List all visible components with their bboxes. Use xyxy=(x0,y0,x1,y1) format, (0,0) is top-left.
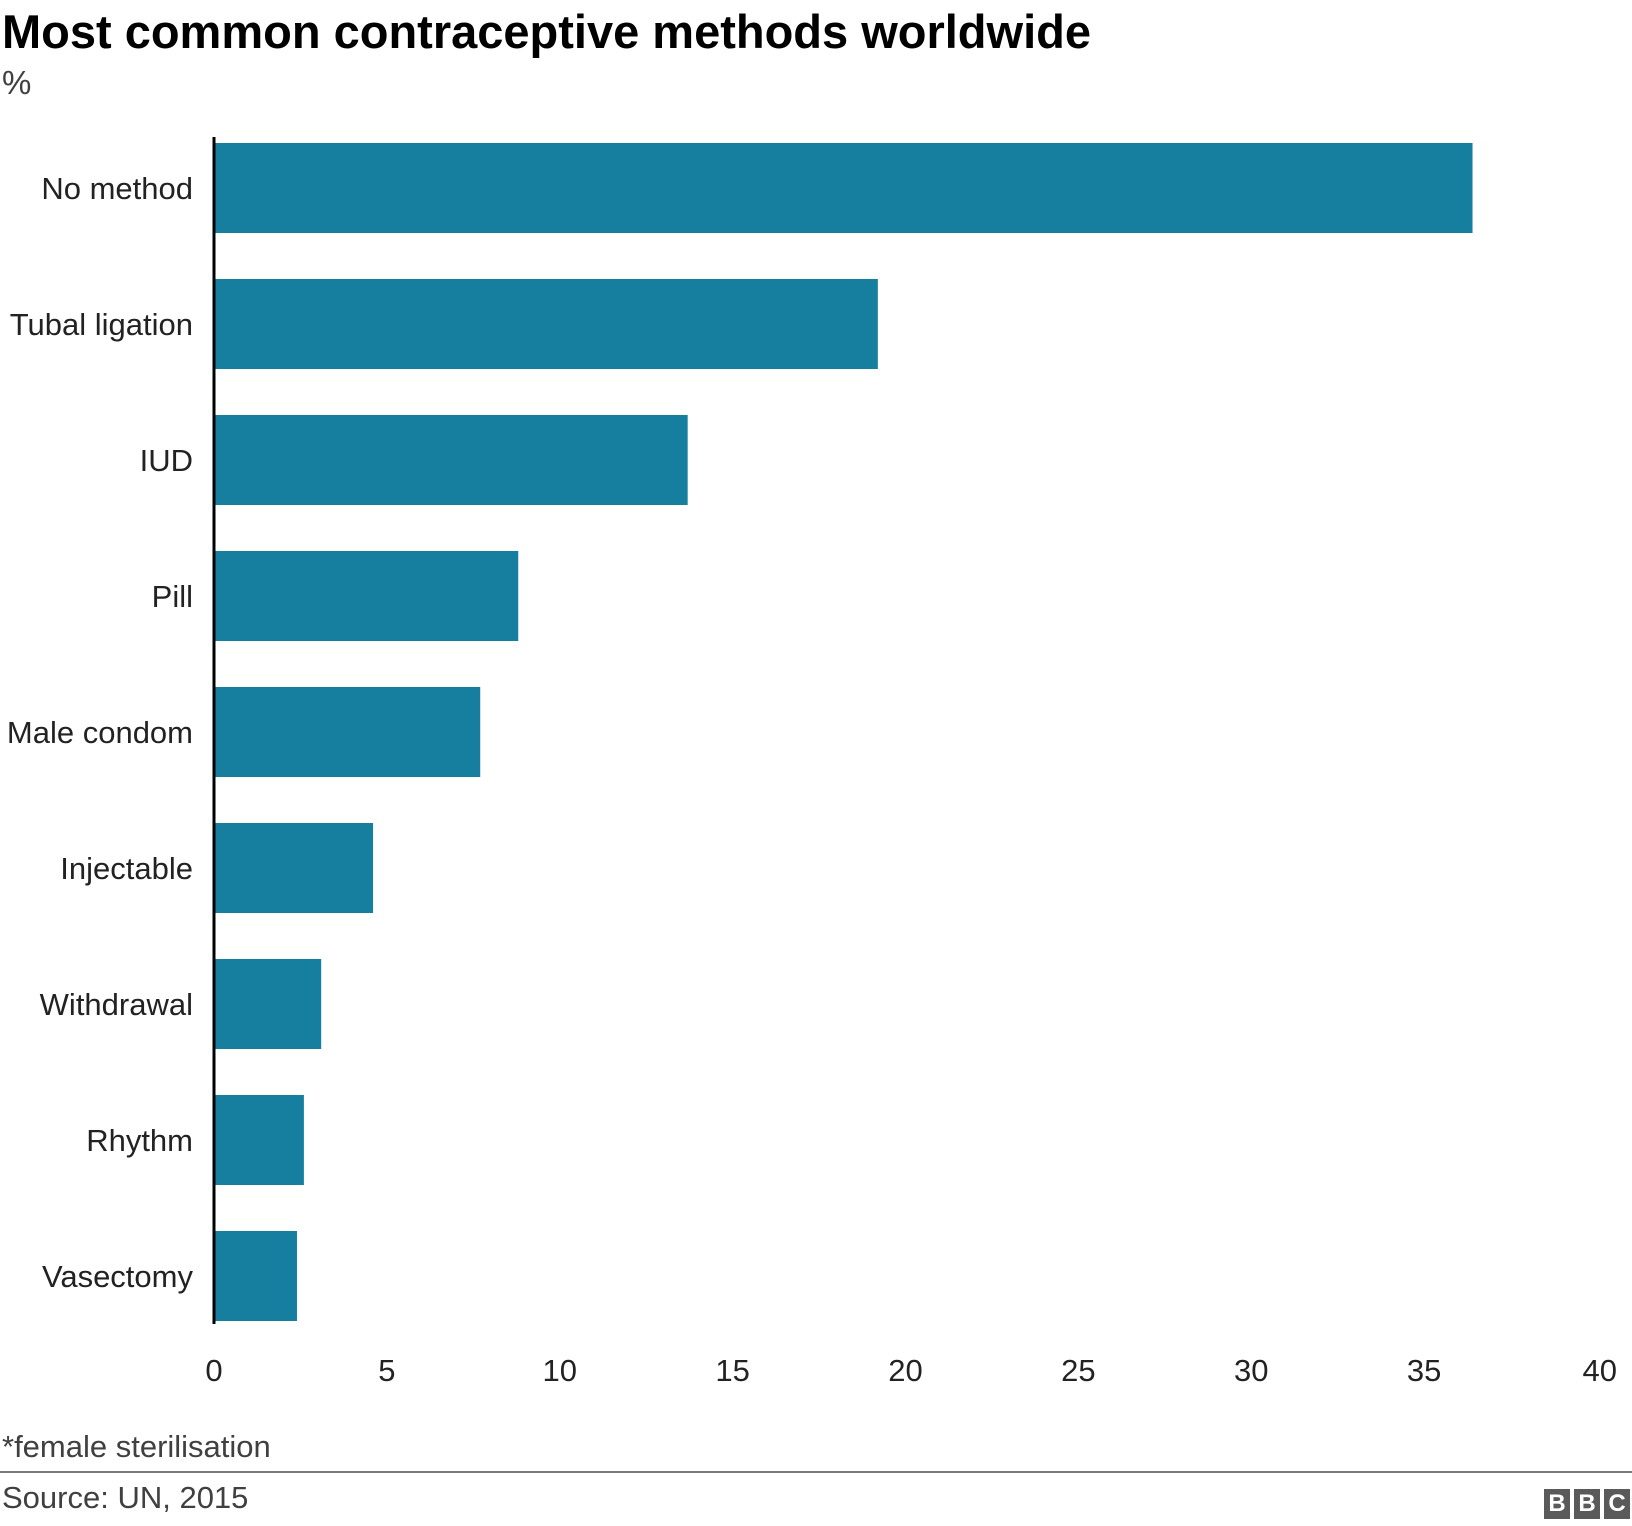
footer-divider xyxy=(0,1471,1632,1473)
x-tick-label: 25 xyxy=(1061,1353,1095,1388)
x-tick-label: 35 xyxy=(1407,1353,1441,1388)
bar xyxy=(214,415,688,505)
category-label: Tubal ligation xyxy=(10,307,193,342)
bar xyxy=(214,1231,297,1321)
category-label: Vasectomy xyxy=(42,1259,194,1294)
category-label: Injectable xyxy=(60,851,193,886)
x-tick-label: 20 xyxy=(888,1353,922,1388)
category-label: No method xyxy=(41,171,193,206)
x-tick-label: 10 xyxy=(543,1353,577,1388)
bar xyxy=(214,551,519,641)
x-tick-label: 40 xyxy=(1583,1353,1617,1388)
x-tick-label: 5 xyxy=(378,1353,395,1388)
bar-chart: No method Tubal ligation IUD Pill Male condo… xyxy=(7,137,1617,1388)
bar xyxy=(214,687,481,777)
bar xyxy=(214,279,878,369)
source-credit: Source: UN, 2015 xyxy=(2,1480,249,1515)
category-label: Withdrawal xyxy=(40,987,193,1022)
bbc-logo-letter: B xyxy=(1574,1489,1600,1519)
category-label: Rhythm xyxy=(86,1123,193,1158)
bar xyxy=(214,959,322,1049)
bbc-logo: B B C xyxy=(1544,1489,1630,1519)
chart-title: Most common contraceptive methods worldw… xyxy=(2,5,1091,58)
bbc-logo-letter: B xyxy=(1544,1489,1570,1519)
bbc-logo-letter: C xyxy=(1604,1489,1630,1519)
bar xyxy=(214,1095,304,1185)
category-label: Pill xyxy=(152,579,193,614)
footnote: *female sterilisation xyxy=(2,1429,271,1464)
category-label: IUD xyxy=(140,443,193,478)
x-tick-label: 0 xyxy=(205,1353,222,1388)
bar xyxy=(214,143,1473,233)
category-label: Male condom xyxy=(7,715,193,750)
bar xyxy=(214,823,374,913)
x-tick-label: 30 xyxy=(1234,1353,1268,1388)
chart-subtitle-unit: % xyxy=(2,64,32,101)
x-tick-label: 15 xyxy=(715,1353,749,1388)
